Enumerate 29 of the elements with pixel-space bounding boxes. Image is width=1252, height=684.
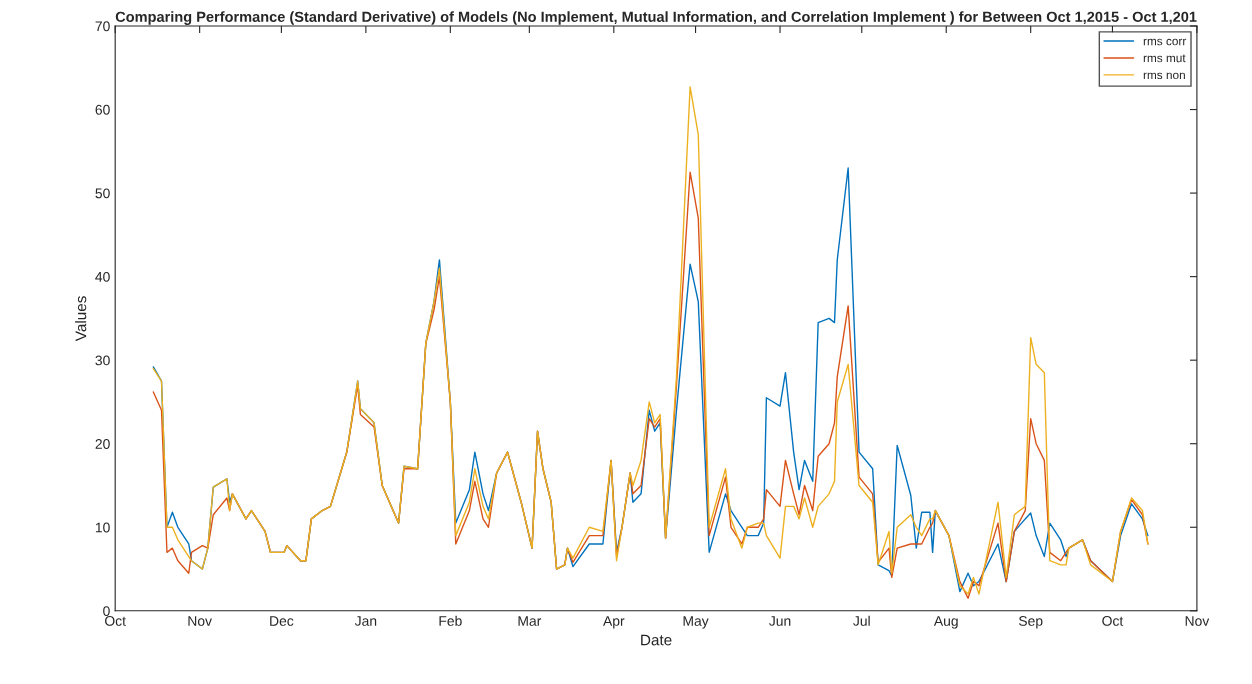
y-tick-label: 70 — [95, 21, 110, 32]
x-tick-label: Aug — [933, 616, 958, 629]
x-tick-label: Sep — [1018, 616, 1043, 629]
legend-label: rms non — [1143, 72, 1185, 80]
x-tick-label: Mar — [518, 616, 542, 626]
legend-label: rms mut — [1143, 54, 1186, 63]
x-tick-label: Jan — [354, 616, 377, 626]
line-series — [152, 86, 1149, 595]
x-tick-label: Oct — [105, 616, 126, 626]
x-tick-label: Oct — [1102, 616, 1124, 626]
x-tick-label: Jul — [853, 615, 870, 626]
x-tick-label: Jun — [769, 616, 791, 626]
chart-title: Comparing Performance (Standard Derivative) of Models (No Implement, Mutual Information, and Correlation Implement ) for Between Oct 1,2015 - Oct 1,201 — [115, 11, 1197, 25]
y-axis-title: Values — [75, 296, 87, 342]
x-tick-label: Apr — [603, 616, 625, 629]
y-tick-label: 20 — [95, 439, 110, 449]
x-tick-label: Nov — [1185, 616, 1210, 626]
x-tick-label: May — [683, 616, 709, 629]
y-tick-label: 60 — [95, 104, 110, 115]
x-tick-label: Feb — [439, 615, 462, 626]
x-axis-title: Date — [641, 634, 672, 646]
x-tick-label: Dec — [270, 616, 294, 626]
y-tick-label: 40 — [95, 271, 110, 282]
y-tick-label: 10 — [95, 522, 110, 533]
y-tick-label: 30 — [95, 355, 110, 366]
y-tick-label: 50 — [95, 188, 110, 199]
legend-label: rms corr — [1143, 38, 1187, 46]
x-tick-label: Nov — [188, 616, 212, 626]
y-tick-label: 0 — [103, 606, 110, 616]
